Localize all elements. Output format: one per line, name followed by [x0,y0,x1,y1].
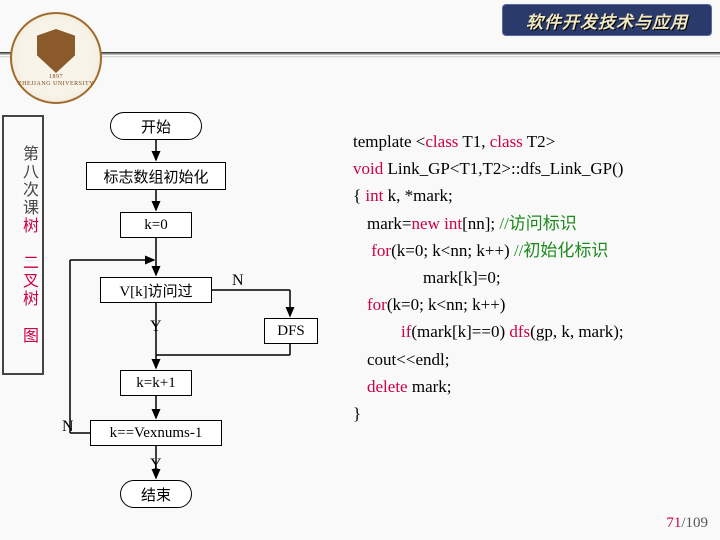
sidebar-chapter: 第八次课 树 二叉树 图 [2,115,44,375]
code-line-9: cout<<endl; [353,346,711,373]
header-divider [0,52,720,55]
page-counter: 71/109 [666,515,708,532]
course-banner: 软件开发技术与应用 [502,4,712,36]
code-line-3: { int k, *mark; [353,182,711,209]
university-logo: 1897 ZHEJIANG UNIVERSITY [10,12,102,104]
logo-ring-bottom: ZHEJIANG UNIVERSITY [18,81,94,87]
shield-icon [37,29,75,73]
code-line-2: void Link_GP<T1,T2>::dfs_Link_GP() [353,155,711,182]
page-current: 71 [666,515,681,531]
code-block: template <class T1, class T2> void Link_… [353,128,711,427]
sidebar-line-1: 第八次课 [6,145,40,217]
sidebar-line-2: 树 二叉树 图 [6,217,40,345]
code-line-5: for(k=0; k<nn; k++) //初始化标识 [353,237,711,264]
code-line-6: mark[k]=0; [353,264,711,291]
logo-year: 1897 [49,74,63,80]
code-line-8: if(mark[k]==0) dfs(gp, k, mark); [353,318,711,345]
flow-arrows [50,100,370,520]
page-total: 109 [686,515,709,531]
code-line-4: mark=new int[nn]; //访问标识 [353,210,711,237]
code-line-7: for(k=0; k<nn; k++) [353,291,711,318]
code-line-10: delete mark; [353,373,711,400]
code-line-1: template <class T1, class T2> [353,128,711,155]
code-line-11: } [353,400,711,427]
